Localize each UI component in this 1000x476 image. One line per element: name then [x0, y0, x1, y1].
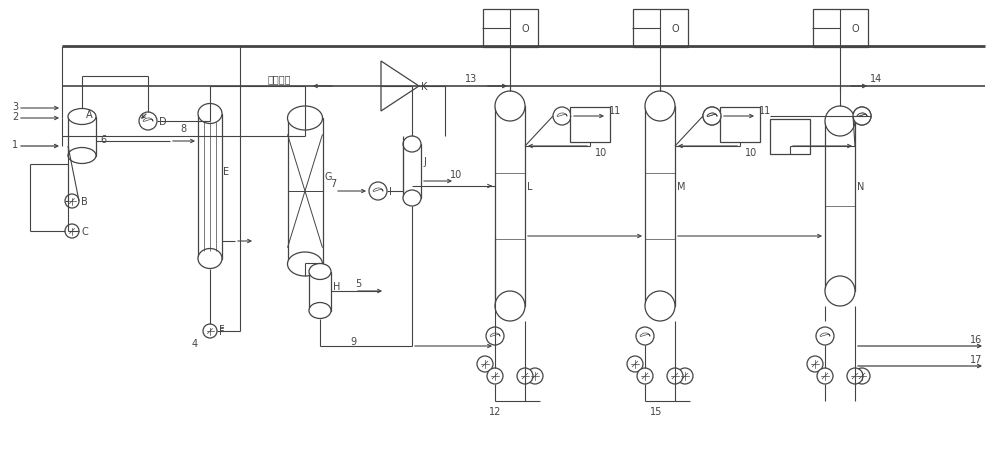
Circle shape — [527, 368, 543, 384]
Text: 13: 13 — [465, 74, 477, 84]
Circle shape — [477, 356, 493, 372]
Ellipse shape — [495, 291, 525, 321]
Text: E: E — [223, 167, 229, 177]
Circle shape — [203, 324, 217, 338]
Bar — [288, 119, 323, 265]
Ellipse shape — [403, 137, 421, 153]
Text: 8: 8 — [180, 124, 186, 134]
Circle shape — [853, 108, 871, 126]
Text: 9: 9 — [350, 336, 356, 346]
Ellipse shape — [288, 252, 323, 277]
Text: A: A — [86, 110, 93, 120]
Ellipse shape — [495, 92, 525, 122]
Text: 3: 3 — [12, 102, 18, 112]
Text: N: N — [857, 182, 864, 192]
Ellipse shape — [645, 291, 675, 321]
Circle shape — [703, 108, 721, 126]
Text: L: L — [527, 182, 532, 192]
Bar — [720, 107, 760, 142]
Text: 10: 10 — [595, 148, 607, 158]
Bar — [770, 119, 810, 154]
Circle shape — [667, 368, 683, 384]
Text: O: O — [852, 24, 860, 34]
Bar — [68, 117, 96, 156]
Ellipse shape — [68, 109, 96, 125]
Ellipse shape — [825, 107, 855, 137]
Ellipse shape — [825, 277, 855, 307]
Text: G: G — [324, 172, 332, 182]
Text: 回收排气: 回收排气 — [268, 74, 292, 84]
Text: 14: 14 — [870, 74, 882, 84]
Bar — [403, 145, 421, 198]
Text: 10: 10 — [450, 169, 462, 179]
Text: C: C — [81, 227, 88, 237]
Ellipse shape — [68, 148, 96, 164]
Text: 5: 5 — [355, 278, 361, 288]
Circle shape — [703, 108, 721, 126]
Circle shape — [816, 327, 834, 345]
Text: D: D — [159, 117, 167, 127]
Text: M: M — [677, 182, 686, 192]
Circle shape — [853, 108, 871, 126]
Bar — [645, 107, 675, 307]
Circle shape — [677, 368, 693, 384]
Text: 6: 6 — [100, 135, 106, 145]
Ellipse shape — [309, 303, 331, 319]
Circle shape — [65, 225, 79, 238]
Text: 16: 16 — [970, 334, 982, 344]
Circle shape — [487, 368, 503, 384]
Circle shape — [817, 368, 833, 384]
Circle shape — [139, 113, 157, 131]
Text: 12: 12 — [489, 406, 501, 416]
Ellipse shape — [309, 264, 331, 280]
Ellipse shape — [198, 104, 222, 124]
Ellipse shape — [198, 249, 222, 269]
Circle shape — [627, 356, 643, 372]
Text: I: I — [389, 187, 392, 197]
Circle shape — [636, 327, 654, 345]
Text: 17: 17 — [970, 354, 982, 364]
Circle shape — [854, 368, 870, 384]
Text: J: J — [423, 157, 426, 167]
Text: H: H — [333, 281, 340, 291]
Text: O: O — [522, 24, 530, 34]
Bar — [483, 10, 538, 48]
Text: F: F — [219, 327, 225, 336]
Text: 10: 10 — [745, 148, 757, 158]
Text: F: F — [219, 324, 225, 334]
Bar — [812, 10, 868, 48]
Circle shape — [486, 327, 504, 345]
Bar — [309, 272, 331, 311]
Circle shape — [553, 108, 571, 126]
Text: 2: 2 — [12, 112, 18, 122]
Circle shape — [369, 183, 387, 200]
Circle shape — [807, 356, 823, 372]
Text: O: O — [672, 24, 680, 34]
Bar — [198, 114, 222, 259]
Text: B: B — [81, 197, 88, 207]
Bar — [633, 10, 688, 48]
Circle shape — [637, 368, 653, 384]
Text: 7: 7 — [330, 178, 336, 188]
Text: 4: 4 — [192, 338, 198, 348]
Circle shape — [517, 368, 533, 384]
Ellipse shape — [288, 107, 323, 131]
Text: 1: 1 — [12, 140, 18, 149]
Text: 11: 11 — [609, 106, 621, 116]
Polygon shape — [381, 62, 419, 112]
Text: 11: 11 — [759, 106, 771, 116]
Bar — [495, 107, 525, 307]
Ellipse shape — [403, 190, 421, 207]
Circle shape — [847, 368, 863, 384]
Bar — [570, 107, 610, 142]
Circle shape — [65, 195, 79, 208]
Text: 15: 15 — [650, 406, 662, 416]
Ellipse shape — [645, 92, 675, 122]
Bar — [825, 122, 855, 291]
Text: K: K — [421, 82, 427, 92]
